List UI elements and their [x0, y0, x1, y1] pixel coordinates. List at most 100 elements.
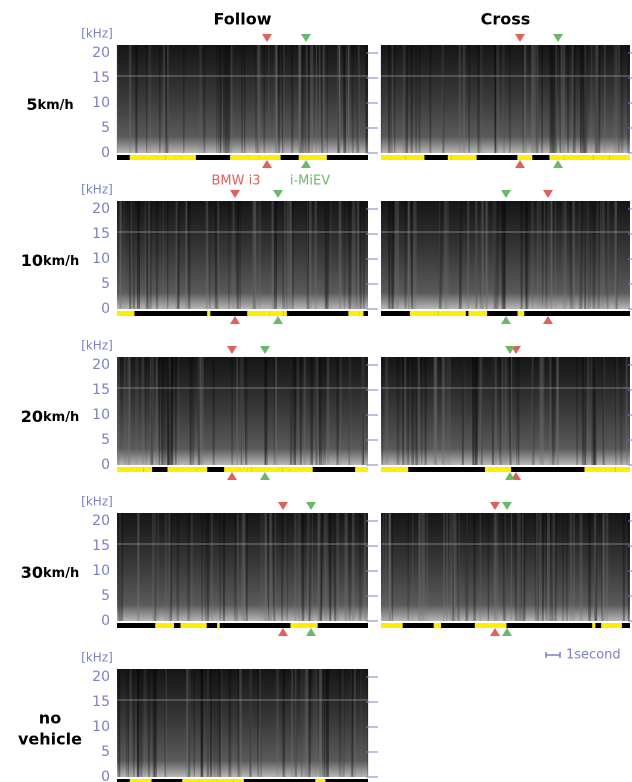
detection-segment	[129, 779, 152, 782]
detection-segment	[251, 467, 283, 472]
marker-down	[515, 34, 525, 42]
y-tick-label: 10	[92, 251, 110, 267]
marker-up	[262, 160, 272, 168]
marker-up	[501, 316, 511, 324]
detection-segment	[199, 779, 218, 782]
row-label: vehicle	[18, 730, 82, 749]
detection-bar	[381, 311, 630, 316]
detection-segment	[165, 155, 196, 160]
y-tick-label: 0	[101, 769, 110, 782]
detection-segment	[298, 155, 327, 160]
row-speed: 20	[21, 407, 43, 426]
detection-segment	[167, 467, 197, 472]
legend-bmw: BMW i3	[211, 174, 260, 189]
detection-bar	[381, 155, 630, 160]
marker-down	[505, 346, 515, 354]
spectrogram	[381, 357, 630, 465]
axis-unit: [kHz]	[81, 27, 113, 41]
detection-segment	[593, 155, 610, 160]
detection-segment	[434, 311, 439, 316]
detection-segment	[129, 155, 143, 160]
axis-unit: [kHz]	[81, 339, 113, 353]
column-title: Follow	[213, 10, 271, 29]
detection-segment	[447, 155, 452, 160]
marker-down	[501, 190, 511, 198]
y-tick-label: 20	[92, 357, 110, 373]
marker-up	[505, 472, 515, 480]
detection-segment	[143, 467, 153, 472]
marker-up	[543, 316, 553, 324]
spectrogram	[381, 513, 630, 621]
y-tick-label: 5	[101, 276, 110, 292]
marker-up	[301, 160, 311, 168]
y-tick-label: 0	[101, 145, 110, 161]
marker-down	[306, 502, 316, 510]
detection-segment	[269, 311, 284, 316]
y-tick-label: 10	[92, 95, 110, 111]
detection-segment	[207, 311, 211, 316]
marker-down	[543, 190, 553, 198]
y-tick-label: 5	[101, 744, 110, 760]
detection-segment	[217, 623, 220, 628]
y-tick-label: 0	[101, 301, 110, 317]
y-tick-label: 20	[92, 669, 110, 685]
row-unit: km/h	[43, 566, 79, 581]
marker-up	[515, 160, 525, 168]
y-tick-label: 10	[92, 719, 110, 735]
marker-down	[273, 190, 283, 198]
row-label: 30km/h	[21, 563, 79, 582]
marker-down	[301, 34, 311, 42]
marker-up	[278, 628, 288, 636]
detection-segment	[438, 311, 466, 316]
detection-segment	[283, 311, 287, 316]
row-label: no	[39, 709, 61, 728]
y-tick-label: 0	[101, 613, 110, 629]
row-label: 10km/h	[21, 251, 79, 270]
axis-unit: [kHz]	[81, 183, 113, 197]
row-speed: 30	[21, 563, 43, 582]
marker-up	[553, 160, 563, 168]
legend-imiev: i-MiEV	[290, 174, 330, 189]
marker-up	[306, 628, 316, 636]
detection-segment	[182, 779, 200, 782]
row-label: 20km/h	[21, 407, 79, 426]
row-unit: km/h	[43, 254, 79, 269]
y-tick-label: 15	[92, 70, 110, 86]
spectrogram	[117, 513, 368, 621]
marker-up	[260, 472, 270, 480]
marker-down	[553, 34, 563, 42]
detection-segment	[155, 623, 175, 628]
scale-bar	[545, 652, 561, 658]
y-tick-label: 0	[101, 457, 110, 473]
marker-down	[490, 502, 500, 510]
detection-segment	[290, 623, 312, 628]
detection-segment	[474, 623, 507, 628]
detection-segment	[224, 467, 248, 472]
detection-segment	[381, 155, 406, 160]
spectrogram	[117, 357, 368, 465]
detection-segment	[180, 623, 207, 628]
axis-unit: [kHz]	[81, 651, 113, 665]
marker-up	[273, 316, 283, 324]
detection-segment	[282, 467, 290, 472]
axis-unit: [kHz]	[81, 495, 113, 509]
spectrogram	[117, 201, 368, 309]
detection-segment	[381, 467, 409, 472]
scale-label: 1second	[566, 648, 621, 663]
detection-segment	[247, 467, 252, 472]
y-tick-label: 5	[101, 432, 110, 448]
detection-segment	[601, 623, 622, 628]
marker-up	[227, 472, 237, 480]
row-unit: km/h	[43, 410, 79, 425]
marker-up	[502, 628, 512, 636]
detection-segment	[564, 155, 594, 160]
y-tick-label: 5	[101, 588, 110, 604]
y-tick-label: 20	[92, 201, 110, 217]
marker-down	[230, 190, 240, 198]
detection-segment	[433, 623, 442, 628]
detection-segment	[348, 311, 360, 316]
spectrogram	[381, 45, 630, 153]
detection-segment	[517, 155, 533, 160]
detection-segment	[117, 311, 135, 316]
